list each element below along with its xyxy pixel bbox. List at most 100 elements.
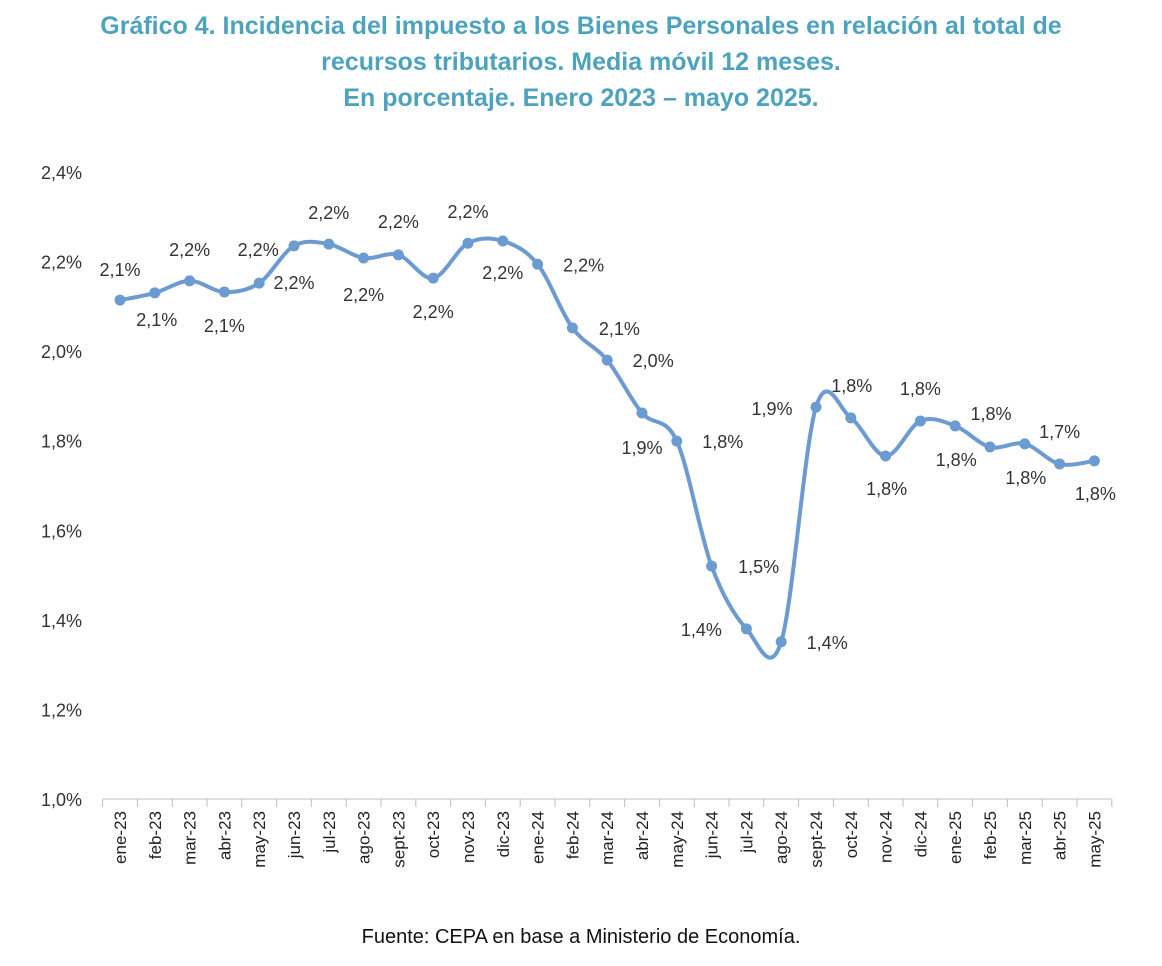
data-label: 2,2% <box>447 202 488 222</box>
source-note: Fuente: CEPA en base a Ministerio de Eco… <box>361 926 801 948</box>
data-point <box>1019 438 1031 450</box>
data-point <box>671 435 683 447</box>
y-tick-label: 2,4% <box>41 163 82 183</box>
data-point <box>949 420 961 432</box>
x-tick-label: dic-23 <box>494 811 513 857</box>
data-label: 1,8% <box>1075 484 1116 504</box>
title-line-1: Gráfico 4. Incidencia del impuesto a los… <box>100 12 1062 40</box>
chart-title: Gráfico 4. Incidencia del impuesto a los… <box>0 8 1162 116</box>
data-point <box>566 322 578 334</box>
data-label: 2,2% <box>378 212 419 232</box>
y-tick-label: 2,0% <box>41 342 82 362</box>
x-tick-label: ago-23 <box>355 811 374 864</box>
data-label: 1,8% <box>866 479 907 499</box>
data-point <box>218 286 230 298</box>
x-tick-label: may-25 <box>1085 811 1104 868</box>
data-label: 1,8% <box>900 379 941 399</box>
data-label: 2,2% <box>343 285 384 305</box>
data-label: 2,1% <box>136 310 177 330</box>
data-point <box>497 235 509 247</box>
data-label: 1,8% <box>702 432 743 452</box>
data-label: 1,8% <box>970 404 1011 424</box>
data-point <box>149 287 161 299</box>
x-tick-label: nov-23 <box>459 811 478 863</box>
x-tick-label: oct-24 <box>842 811 861 858</box>
data-point <box>706 560 718 572</box>
data-point <box>636 407 648 419</box>
x-tick-label: ene-24 <box>529 811 548 864</box>
data-point <box>323 238 335 250</box>
x-tick-label: abr-23 <box>215 811 234 860</box>
data-label: 2,0% <box>633 351 674 371</box>
data-label: 1,9% <box>621 438 662 458</box>
x-tick-label: jul-23 <box>320 811 339 854</box>
x-tick-label: mar-24 <box>598 811 617 865</box>
x-tick-label: oct-23 <box>424 811 443 858</box>
y-tick-label: 1,8% <box>41 432 82 452</box>
data-point <box>914 415 926 427</box>
data-point <box>358 252 370 264</box>
data-point <box>740 623 752 635</box>
data-point <box>184 275 196 287</box>
data-label: 1,8% <box>936 450 977 470</box>
x-tick-label: sept-23 <box>389 811 408 868</box>
x-tick-label: jun-24 <box>703 811 722 859</box>
data-point <box>1054 458 1066 470</box>
x-tick-label: feb-24 <box>563 811 582 859</box>
data-label: 1,4% <box>681 620 722 640</box>
data-label: 1,8% <box>831 376 872 396</box>
data-point <box>114 294 126 306</box>
y-tick-label: 1,0% <box>41 790 82 810</box>
x-tick-label: abr-24 <box>633 811 652 860</box>
data-point <box>427 272 439 284</box>
x-tick-label: nov-24 <box>877 811 896 863</box>
data-label: 2,2% <box>308 203 349 223</box>
data-point <box>984 441 996 453</box>
data-point <box>532 258 544 270</box>
x-tick-label: may-23 <box>250 811 269 868</box>
data-point <box>462 237 474 249</box>
x-tick-label: may-24 <box>668 811 687 868</box>
x-tick-label: jun-23 <box>285 811 304 859</box>
data-label: 1,4% <box>807 633 848 653</box>
data-label: 2,2% <box>238 240 279 260</box>
data-label: 2,2% <box>563 255 604 275</box>
x-tick-label: abr-25 <box>1051 811 1070 860</box>
data-label: 2,2% <box>413 302 454 322</box>
x-tick-label: ene-23 <box>111 811 130 864</box>
y-tick-label: 1,4% <box>41 611 82 631</box>
data-point <box>601 354 613 366</box>
data-point <box>1088 455 1100 467</box>
data-point <box>880 450 892 462</box>
x-tick-label: ene-25 <box>946 811 965 864</box>
data-label: 1,9% <box>751 399 792 419</box>
data-label: 2,1% <box>99 260 140 280</box>
data-point <box>810 401 822 413</box>
data-point <box>392 249 404 261</box>
title-line-2: recursos tributarios. Media móvil 12 mes… <box>321 48 841 76</box>
data-label: 2,2% <box>273 273 314 293</box>
data-point <box>288 240 300 252</box>
x-tick-label: mar-25 <box>1016 811 1035 865</box>
data-label: 1,7% <box>1039 422 1080 442</box>
data-label: 2,1% <box>204 316 245 336</box>
x-tick-label: dic-24 <box>911 811 930 857</box>
y-tick-label: 2,2% <box>41 253 82 273</box>
x-tick-label: sept-24 <box>807 811 826 868</box>
data-label: 1,8% <box>1005 468 1046 488</box>
x-tick-label: feb-25 <box>981 811 1000 859</box>
data-point <box>775 636 787 648</box>
data-label: 2,1% <box>599 319 640 339</box>
data-point <box>253 277 265 289</box>
data-label: 1,5% <box>738 557 779 577</box>
y-tick-label: 1,6% <box>41 521 82 541</box>
x-tick-label: mar-23 <box>181 811 200 865</box>
x-tick-label: jul-24 <box>737 811 756 854</box>
data-label: 2,2% <box>169 240 210 260</box>
data-point <box>845 412 857 424</box>
x-tick-label: feb-23 <box>146 811 165 859</box>
x-tick-label: ago-24 <box>772 811 791 864</box>
y-tick-label: 1,2% <box>41 700 82 720</box>
data-label: 2,2% <box>482 263 523 283</box>
